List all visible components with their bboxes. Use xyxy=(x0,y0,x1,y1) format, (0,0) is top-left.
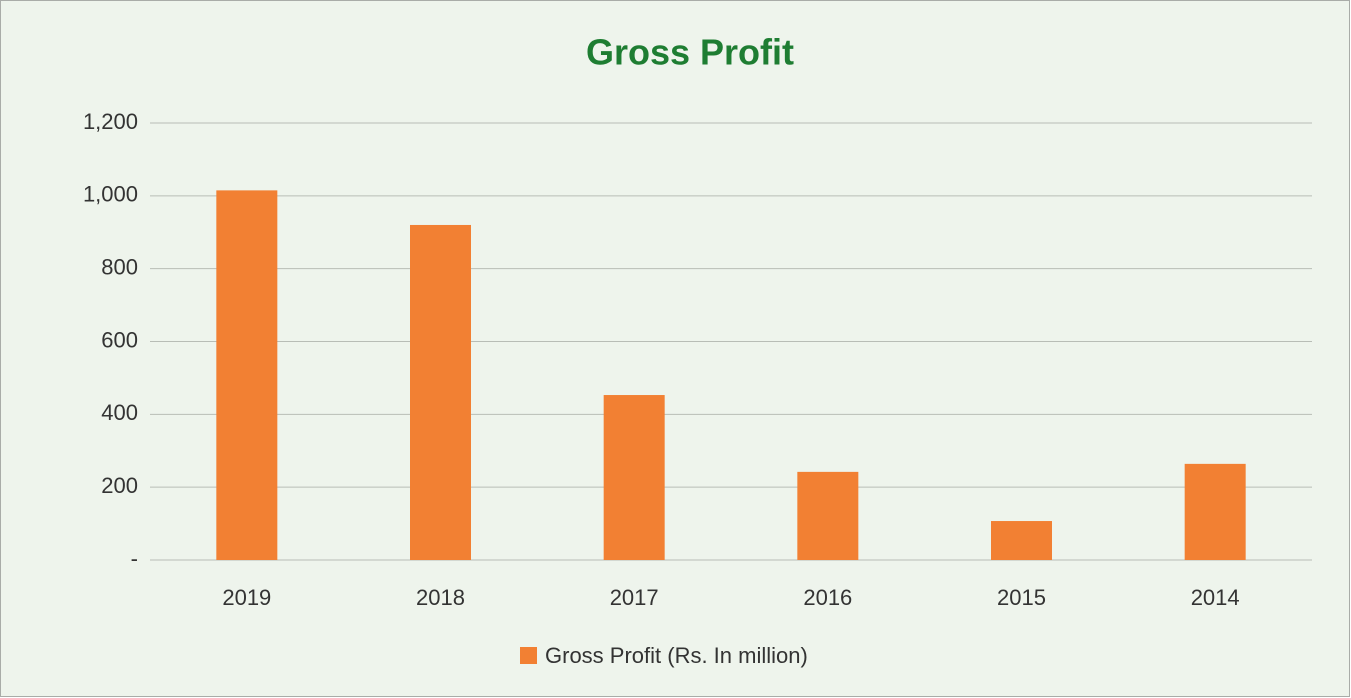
bar xyxy=(603,395,665,560)
x-tick-label: 2015 xyxy=(997,585,1046,610)
y-tick-label: 1,200 xyxy=(83,109,138,134)
legend-label: Gross Profit (Rs. In million) xyxy=(545,643,808,668)
bar xyxy=(1184,463,1246,560)
x-tick-label: 2019 xyxy=(222,585,271,610)
x-tick-label: 2018 xyxy=(416,585,465,610)
x-tick-label: 2017 xyxy=(610,585,659,610)
y-tick-label: 400 xyxy=(101,400,138,425)
bar xyxy=(410,224,471,560)
bar xyxy=(216,190,278,560)
y-tick-label: - xyxy=(131,546,138,571)
bar xyxy=(991,521,1052,560)
bar xyxy=(797,471,859,560)
x-tick-label: 2014 xyxy=(1191,585,1240,610)
legend-swatch xyxy=(520,647,537,664)
chart-title: Gross Profit xyxy=(586,32,794,73)
y-tick-label: 800 xyxy=(101,254,138,279)
y-tick-label: 200 xyxy=(101,473,138,498)
y-tick-label: 1,000 xyxy=(83,182,138,207)
x-tick-label: 2016 xyxy=(803,585,852,610)
y-tick-label: 600 xyxy=(101,327,138,352)
